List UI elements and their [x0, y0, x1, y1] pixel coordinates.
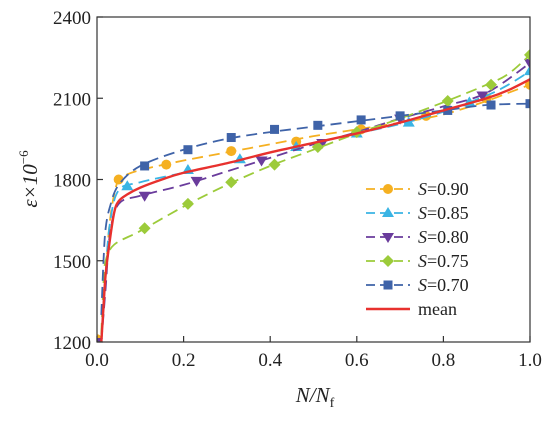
- data-point: [138, 222, 151, 235]
- legend-label: mean: [418, 299, 457, 319]
- legend-item: mean: [366, 299, 457, 319]
- y-tick-label: 1800: [53, 171, 91, 192]
- y-tick-label: 2100: [53, 89, 91, 110]
- legend-label-symbol: S: [418, 179, 427, 199]
- legend-label-value: mean: [418, 299, 457, 319]
- y-axis-title-exponent: −6: [16, 150, 31, 164]
- x-axis-title-main: N/N: [295, 383, 331, 407]
- data-point: [226, 146, 237, 157]
- legend-swatch-marker: [382, 233, 394, 243]
- legend-label-symbol: S: [418, 227, 427, 247]
- legend-label: S=0.85: [418, 203, 469, 223]
- series-layer: [97, 48, 530, 342]
- data-point: [270, 124, 280, 134]
- legend-label: S=0.90: [418, 179, 469, 199]
- data-point: [225, 176, 238, 189]
- x-tick-label: 0.2: [172, 350, 196, 371]
- data-point: [140, 161, 150, 171]
- legend-label: S=0.70: [418, 275, 469, 295]
- legend-swatch-marker: [383, 280, 393, 290]
- legend-swatch-marker: [383, 184, 393, 194]
- y-axis-title-main: ε×10: [18, 164, 42, 208]
- y-tick-label: 1500: [53, 252, 91, 273]
- series-line: [100, 83, 530, 340]
- legend-label-value: =0.85: [427, 203, 469, 223]
- legend-item: S=0.80: [366, 227, 469, 247]
- x-axis-title: N/Nf: [295, 383, 335, 411]
- series-s-0-75: [100, 48, 530, 334]
- y-tick-label: 1200: [53, 333, 91, 354]
- y-axis-title: ε×10−6: [16, 150, 42, 208]
- data-point: [402, 116, 415, 127]
- series-mean: [100, 78, 530, 342]
- legend-label-value: =0.70: [427, 275, 469, 295]
- legend-item: S=0.75: [366, 251, 469, 271]
- legend-label: S=0.80: [418, 227, 469, 247]
- data-point: [181, 197, 194, 210]
- data-point: [268, 158, 281, 171]
- legend-item: S=0.90: [366, 179, 469, 199]
- data-point: [485, 78, 498, 91]
- data-point: [356, 115, 366, 125]
- data-point: [183, 145, 193, 155]
- legend-swatch-marker: [382, 255, 394, 267]
- data-point: [524, 59, 530, 70]
- legend-label-symbol: S: [418, 275, 427, 295]
- legend-label-value: =0.80: [427, 227, 469, 247]
- data-point: [476, 91, 489, 102]
- legend-label-symbol: S: [418, 203, 427, 223]
- x-tick-label: 0.6: [345, 350, 369, 371]
- x-axis-title-subscript: f: [330, 396, 335, 411]
- series-line: [100, 70, 530, 337]
- legend-label: S=0.75: [418, 251, 469, 271]
- legend-label-value: =0.90: [427, 179, 469, 199]
- data-point: [524, 48, 530, 61]
- legend-item: S=0.70: [366, 275, 469, 295]
- data-point: [313, 120, 323, 130]
- data-point: [226, 133, 236, 143]
- legend-label-value: =0.75: [427, 251, 469, 271]
- data-point: [255, 156, 268, 167]
- x-tick-label: 0.8: [432, 350, 456, 371]
- data-point: [524, 65, 530, 76]
- data-point: [161, 159, 172, 170]
- axis-layer: 0.0 0.2 0.4 0.6 0.8 1.0 1200 1500 1800 2100 2400: [53, 8, 542, 371]
- y-tick-label: 2400: [53, 8, 91, 29]
- data-point: [121, 180, 134, 191]
- series-line: [100, 78, 530, 342]
- data-point: [311, 141, 324, 153]
- x-tick-label: 0.4: [258, 350, 282, 371]
- data-point: [395, 111, 405, 121]
- legend-label-symbol: S: [418, 251, 427, 271]
- legend-item: S=0.85: [366, 203, 469, 223]
- data-point: [486, 100, 496, 110]
- legend-swatch-marker: [382, 207, 394, 217]
- data-point: [525, 99, 530, 109]
- x-tick-label: 1.0: [518, 350, 542, 371]
- data-point: [138, 191, 151, 202]
- data-point: [190, 176, 203, 187]
- x-tick-label: 0.0: [85, 350, 109, 371]
- series-line: [100, 102, 530, 315]
- data-point: [441, 94, 454, 107]
- series-s-0-70: [100, 99, 530, 315]
